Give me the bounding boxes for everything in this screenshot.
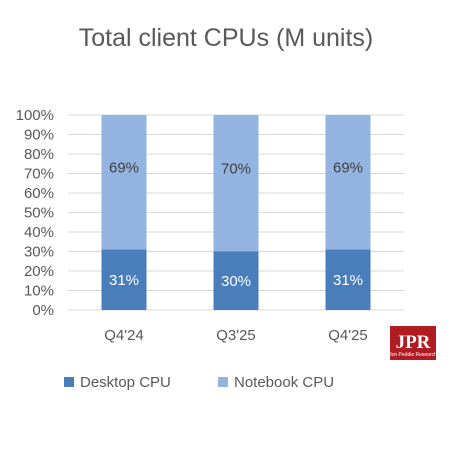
data-label: 69% [109,159,139,176]
legend-label: Notebook CPU [234,374,334,391]
logo-subtext: Jon Peddie Research [389,352,437,358]
bar-segment [213,115,259,252]
x-tick-label: Q3'25 [216,327,256,344]
legend-label: Desktop CPU [80,374,171,391]
y-tick-label: 50% [24,205,54,222]
chart-title: Total client CPUs (M units) [79,24,374,52]
y-axis-ticks: 100% 90% 80% 70% 60% 50% 40% 30% 20% 10% 0% [16,107,54,319]
bar-segment [325,249,371,310]
data-label: 31% [333,272,363,289]
y-tick-label: 30% [24,244,54,261]
y-tick-label: 90% [24,127,54,144]
bar-segment [101,115,147,250]
bar-segment [213,251,259,310]
y-tick-label: 70% [24,166,54,183]
bars [101,115,371,310]
logo-text: JPR [396,332,431,353]
bar-segment [101,249,147,310]
jpr-logo: JPR Jon Peddie Research [389,326,437,360]
y-tick-label: 60% [24,185,54,202]
data-label: 69% [333,159,363,176]
bar-segment [325,115,371,250]
y-tick-label: 80% [24,146,54,163]
data-label: 31% [109,272,139,289]
data-label: 30% [221,273,251,290]
y-tick-label: 20% [24,263,54,280]
x-axis-categories: Q4'24 Q3'25 Q4'25 [104,327,368,344]
y-tick-label: 40% [24,224,54,241]
y-tick-label: 0% [32,302,54,319]
y-tick-label: 100% [16,107,54,124]
x-tick-label: Q4'24 [104,327,144,344]
legend-swatch [64,377,74,387]
data-labels: 31% 69% 30% 70% 31% 69% [109,159,363,289]
legend: Desktop CPU Notebook CPU [64,374,334,391]
x-tick-label: Q4'25 [328,327,368,344]
y-tick-label: 10% [24,283,54,300]
logo-background [390,326,436,360]
data-label: 70% [221,160,251,177]
legend-swatch [218,377,228,387]
